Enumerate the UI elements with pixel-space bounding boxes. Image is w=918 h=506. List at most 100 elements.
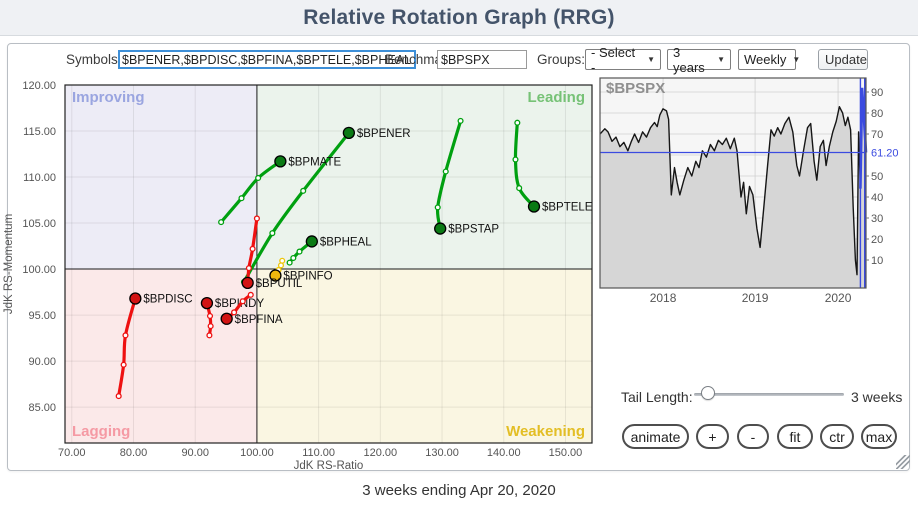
price-y-tick: 20 [871,234,883,246]
rrg-series-bpmate[interactable]: $BPMATE [218,155,342,226]
y-tick-label: 85.00 [28,402,56,414]
benchmark-price-chart: 10 20 30 40 50 70 80 90 61.20 2018 2019 2020 $BPSPX [599,77,899,304]
quadrant-label-improving: Improving [72,89,145,106]
rrg-series-bpdisc[interactable]: $BPDISC [115,292,193,400]
tail-marker [206,332,213,339]
x-axis-title: JdK RS-Ratio [294,460,364,471]
x-tick-label: 140.00 [487,447,521,459]
frequency-select[interactable]: Weekly ▼ [738,49,800,70]
tail-marker [247,291,254,298]
tail-marker [122,332,129,339]
y-tick-label: 95.00 [28,310,56,322]
symbol-head-bpindy[interactable] [200,296,214,310]
animate-button[interactable]: animate [622,424,689,449]
update-button[interactable]: Update [818,49,868,70]
x-tick-label: 70.00 [58,447,86,459]
toolbar: Symbols: Benchmark: Groups: - Select - ▼… [0,45,918,75]
tail-marker [207,323,214,330]
quadrant-label-lagging: Lagging [72,423,130,440]
tail-marker [300,187,307,194]
tail-marker [516,185,523,192]
symbol-label: $BPHEAL [320,236,372,248]
price-x-tick: 2018 [650,291,677,304]
benchmark-input[interactable] [437,50,527,69]
x-tick-label: 120.00 [364,447,398,459]
y-tick-label: 120.00 [22,80,56,92]
symbol-label: $BPUTIL [256,278,303,290]
zoom-out-button[interactable]: - [737,424,769,449]
symbol-head-bpstap[interactable] [434,222,447,235]
fit-button[interactable]: fit [777,424,813,449]
x-tick-label: 90.00 [181,447,209,459]
x-tick-label: 110.00 [302,447,335,459]
symbol-head-bpdisc[interactable] [129,292,142,305]
symbol-head-bpinfo[interactable] [269,269,282,282]
zoom-in-button[interactable]: + [696,424,729,449]
symbol-head-bpfina[interactable] [220,312,233,325]
symbol-label: $BPTELE [542,201,593,213]
price-y-tick: 30 [871,213,883,225]
app-header: Relative Rotation Graph (RRG) [0,0,918,36]
symbol-label: $BPFINA [235,314,283,326]
chevron-down-icon: ▼ [792,55,801,64]
tail-marker [120,361,127,368]
symbol-label: $BPENER [357,128,411,140]
y-tick-label: 115.00 [23,126,56,138]
max-button[interactable]: max [861,424,897,449]
rrg-series-bptele[interactable]: $BPTELE [512,119,593,213]
tail-marker [115,393,122,400]
price-y-tick: 90 [871,87,883,99]
price-chart-title: $BPSPX [606,80,665,97]
rrg-series-bputil[interactable]: $BPUTIL [241,215,303,290]
symbol-head-bpmate[interactable] [274,155,287,168]
slider-handle[interactable] [701,386,715,400]
center-button[interactable]: ctr [820,424,854,449]
tail-marker [231,309,238,316]
tail-marker [218,219,225,226]
x-tick-label: 80.00 [120,447,148,459]
tail-marker [255,174,262,182]
symbol-head-bpener[interactable] [342,126,356,140]
quadrant-improving [65,85,257,270]
price-y-tick: 80 [871,108,883,120]
rrg-series-bpheal[interactable]: $BPHEAL [286,235,372,266]
groups-select[interactable]: - Select - ▼ [585,45,661,75]
quadrant-label-leading: Leading [527,89,585,106]
y-tick-label: 90.00 [28,356,56,368]
chevron-down-icon: ▼ [717,55,725,64]
slider-track[interactable] [694,393,844,396]
price-line [599,106,862,276]
tail-length-label: Tail Length: [621,389,693,405]
x-tick-label: 130.00 [425,447,459,459]
rrg-chart[interactable]: 70.00 80.00 90.00 100.00 110.00 120.00 130.00 1… [0,73,600,471]
tail-marker [286,259,293,266]
tail-marker [296,248,303,255]
tail-marker [457,117,464,124]
rrg-series-bpstap[interactable]: $BPSTAP [434,117,500,236]
tail-marker [277,262,285,269]
symbols-input[interactable] [118,50,416,69]
groups-label: Groups: [537,52,586,67]
tail-marker [512,156,519,163]
rrg-series-bpinfo[interactable]: $BPINFO [269,257,333,283]
symbol-label: $BPMATE [288,156,341,168]
symbol-label: $BPINFO [283,271,332,283]
tail-length-slider[interactable] [694,386,844,402]
y-axis-title: JdK RS-Momentum [3,214,15,314]
symbol-head-bputil[interactable] [241,276,254,290]
price-y-tick: 40 [871,192,883,204]
symbols-label: Symbols: [66,52,122,67]
tail-marker [269,230,276,237]
symbol-head-bptele[interactable] [527,200,541,213]
x-tick-label: 150.00 [549,447,583,459]
symbol-head-bpheal[interactable] [305,235,318,248]
tail-marker [290,254,297,262]
price-area [600,87,866,288]
period-select[interactable]: 3 years ▼ [667,45,731,75]
price-x-tick: 2020 [825,291,852,304]
y-tick-label: 105.00 [22,218,56,230]
rrg-series-bpfina[interactable]: $BPFINA [220,291,283,326]
y-tick-label: 100.00 [22,264,56,276]
chevron-down-icon: ▼ [647,55,655,64]
resize-handle[interactable] [896,455,910,469]
